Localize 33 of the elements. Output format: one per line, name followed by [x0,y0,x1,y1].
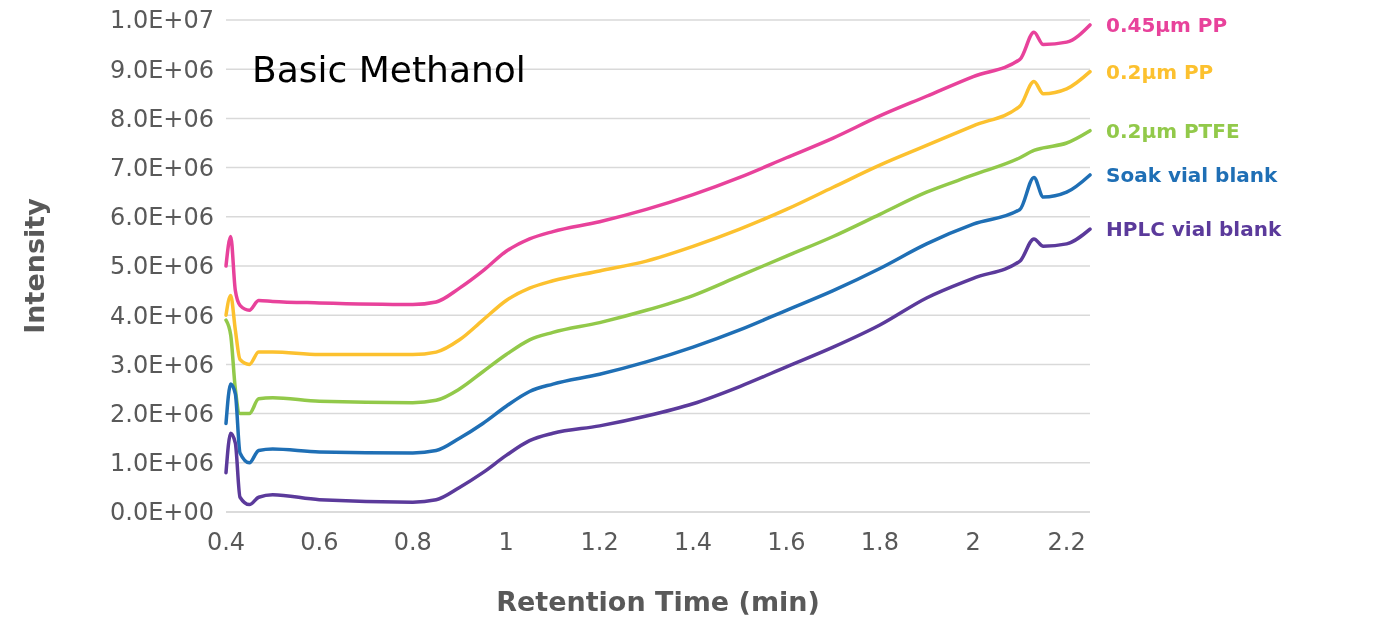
line-series [224,23,1092,313]
x-tick-label: 1 [498,528,514,556]
x-tick-label: 0.6 [300,528,339,556]
y-tick-label: 2.0E+06 [110,400,214,428]
line-series [224,227,1092,507]
y-axis-title: Intensity [19,197,50,334]
x-axis-title: Retention Time (min) [496,586,820,617]
series-label: Soak vial blank [1106,162,1279,187]
series-label: HPLC vial blank [1106,217,1282,242]
line-series [224,173,1092,465]
y-tick-label: 7.0E+06 [110,154,214,182]
y-tick-label: 5.0E+06 [110,252,214,281]
y-tick-label: 3.0E+06 [110,350,214,379]
y-tick-label: 1.0E+06 [110,449,214,478]
y-tick-label: 9.0E+06 [110,55,214,84]
x-tick-label: 2 [965,528,981,556]
series-label: 0.2µm PTFE [1106,118,1240,143]
y-tick-label: 8.0E+06 [110,104,214,133]
line-series [224,128,1092,416]
series-label: 0.45µm PP [1106,12,1228,37]
y-tick-label: 1.0E+07 [110,6,214,35]
x-tick-label: 0.8 [393,528,432,556]
x-tick-label: 2.2 [1047,528,1086,556]
x-tick-label: 1.8 [860,528,899,556]
x-tick-label: 1.4 [673,528,713,556]
y-tick-label: 4.0E+06 [110,301,214,330]
y-tick-label: 6.0E+06 [110,203,214,232]
y-tick-label: 0.0E+00 [110,498,214,527]
x-tick-label: 0.4 [206,528,246,556]
series-label: 0.2µm PP [1106,59,1214,84]
x-tick-label: 1.2 [580,528,619,556]
x-tick-label: 1.6 [767,528,806,556]
text: Basic Methanol [252,49,526,90]
